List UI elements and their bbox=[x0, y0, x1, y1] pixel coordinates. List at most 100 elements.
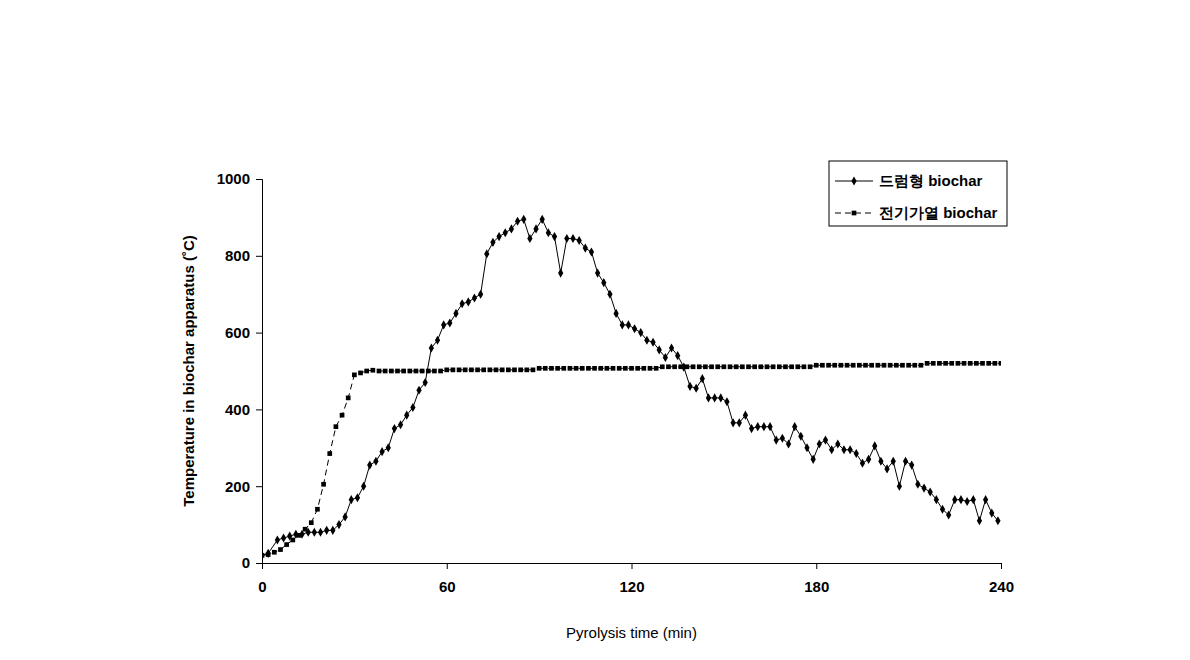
marker bbox=[986, 361, 991, 366]
marker bbox=[460, 299, 465, 308]
marker bbox=[398, 420, 403, 429]
legend-label: 드럼형 biochar bbox=[879, 172, 983, 189]
marker bbox=[971, 495, 976, 504]
y-tick: 600 bbox=[225, 324, 262, 341]
legend-frame bbox=[829, 161, 1007, 226]
marker bbox=[964, 497, 969, 506]
marker bbox=[872, 441, 877, 450]
marker bbox=[765, 364, 770, 369]
marker bbox=[644, 336, 649, 345]
marker bbox=[675, 351, 680, 360]
marker bbox=[894, 363, 899, 368]
marker bbox=[903, 457, 908, 466]
marker bbox=[660, 364, 665, 369]
marker bbox=[533, 224, 538, 233]
marker bbox=[324, 526, 329, 535]
marker bbox=[869, 363, 874, 368]
marker bbox=[509, 224, 514, 233]
x-tick-label: 120 bbox=[619, 578, 644, 595]
legend-label: 전기가열 biochar bbox=[879, 204, 998, 221]
x-tick: 120 bbox=[619, 563, 644, 595]
marker bbox=[798, 432, 803, 441]
marker bbox=[340, 413, 345, 418]
marker bbox=[290, 538, 295, 543]
marker bbox=[669, 343, 674, 352]
marker bbox=[697, 364, 702, 369]
marker bbox=[814, 363, 819, 368]
marker bbox=[607, 290, 612, 299]
marker bbox=[666, 364, 671, 369]
marker bbox=[484, 249, 489, 258]
marker bbox=[275, 535, 280, 544]
legend-marker bbox=[851, 176, 856, 185]
marker bbox=[395, 369, 400, 374]
marker bbox=[694, 384, 699, 393]
marker bbox=[817, 439, 822, 448]
marker bbox=[469, 368, 474, 373]
marker bbox=[635, 366, 640, 371]
marks bbox=[262, 215, 1001, 560]
marker bbox=[771, 364, 776, 369]
marker bbox=[728, 364, 733, 369]
marker bbox=[919, 363, 924, 368]
marker bbox=[641, 366, 646, 371]
marker bbox=[875, 363, 880, 368]
y-tick: 400 bbox=[225, 401, 262, 418]
y-tick-mark bbox=[256, 563, 262, 564]
y-tick-label: 1000 bbox=[217, 170, 250, 187]
marker bbox=[685, 364, 690, 369]
x-axis-title: Pyrolysis time (min) bbox=[566, 624, 697, 641]
marker bbox=[549, 366, 554, 371]
marker bbox=[540, 215, 545, 224]
marker bbox=[968, 361, 973, 366]
marker bbox=[823, 436, 828, 445]
marker bbox=[715, 364, 720, 369]
marker bbox=[882, 363, 887, 368]
marker bbox=[995, 516, 1000, 525]
marker bbox=[457, 368, 462, 373]
marker bbox=[386, 443, 391, 452]
marker bbox=[617, 366, 622, 371]
marker bbox=[940, 505, 945, 514]
marker bbox=[318, 528, 323, 537]
marker bbox=[361, 482, 366, 491]
marker bbox=[703, 364, 708, 369]
marker bbox=[506, 368, 511, 373]
marker bbox=[447, 318, 452, 327]
marker bbox=[884, 464, 889, 473]
y-axis-title: Temperature in biochar apparatus (˚C) bbox=[180, 235, 197, 506]
legend-marker bbox=[852, 211, 857, 216]
marker bbox=[392, 424, 397, 433]
marker bbox=[574, 366, 579, 371]
marker bbox=[851, 363, 856, 368]
marker bbox=[423, 378, 428, 387]
marker bbox=[453, 309, 458, 318]
marker bbox=[414, 369, 419, 374]
marker bbox=[577, 236, 582, 245]
marker bbox=[937, 361, 942, 366]
marker bbox=[804, 443, 809, 452]
marker bbox=[284, 542, 289, 547]
y-axis-line bbox=[256, 180, 263, 564]
marker bbox=[687, 382, 692, 391]
marker bbox=[712, 393, 717, 402]
marker bbox=[416, 386, 421, 395]
marker bbox=[503, 228, 508, 237]
y-tick-mark bbox=[256, 409, 262, 410]
marker bbox=[752, 364, 757, 369]
marker bbox=[734, 364, 739, 369]
marker bbox=[700, 374, 705, 383]
marker bbox=[888, 363, 893, 368]
marker bbox=[555, 366, 560, 371]
marker bbox=[613, 309, 618, 318]
marker bbox=[921, 484, 926, 493]
marker bbox=[718, 393, 723, 402]
y-tick: 0 bbox=[242, 554, 262, 571]
marker bbox=[900, 363, 905, 368]
marker bbox=[722, 364, 727, 369]
y-tick-mark bbox=[256, 179, 262, 180]
marker bbox=[949, 361, 954, 366]
marker bbox=[521, 215, 526, 224]
marker bbox=[297, 533, 302, 538]
marker bbox=[906, 363, 911, 368]
